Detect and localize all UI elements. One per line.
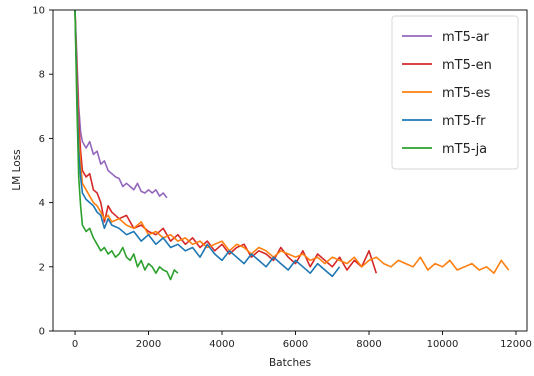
y-tick-label: 4 (39, 198, 45, 209)
series-line-mT5-en (74, 9, 378, 274)
y-tick-label: 10 (32, 6, 45, 17)
y-tick-label: 6 (39, 134, 45, 145)
x-tick-label: 12000 (500, 339, 532, 350)
x-tick-label: 0 (72, 339, 78, 350)
series-line-mT5-ja (74, 9, 179, 281)
series-line-mT5-ar (74, 9, 168, 199)
x-axis-label: Batches (269, 357, 311, 369)
legend-label-mT5-fr: mT5-fr (442, 114, 486, 129)
x-tick-label: 6000 (283, 339, 308, 350)
axes-layer (52, 9, 528, 332)
x-tick-label: 4000 (209, 339, 234, 350)
legend-label-mT5-en: mT5-en (442, 58, 492, 73)
y-tick-label: 0 (39, 327, 45, 338)
y-tick-label: 8 (39, 70, 45, 81)
legend-label-mT5-ar: mT5-ar (442, 30, 490, 45)
y-ticks: 0 2 4 6 8 10 (32, 6, 53, 338)
series-line-mT5-es (74, 9, 510, 275)
series-layer (74, 9, 510, 281)
series-line-mT5-fr (74, 9, 341, 278)
legend-label-mT5-es: mT5-es (442, 86, 491, 101)
legend-box (391, 15, 519, 170)
y-tick-label: 2 (39, 262, 45, 273)
legend: mT5-ar mT5-en mT5-es mT5-fr mT5-ja (391, 15, 519, 170)
x-tick-label: 8000 (356, 339, 381, 350)
y-axis-label: LM Loss (11, 149, 23, 190)
x-tick-label: 10000 (427, 339, 459, 350)
plot-frame (52, 9, 528, 332)
x-ticks: 0 2000 4000 6000 8000 10000 12000 (72, 331, 532, 350)
legend-label-mT5-ja: mT5-ja (442, 142, 487, 157)
x-tick-label: 2000 (136, 339, 161, 350)
